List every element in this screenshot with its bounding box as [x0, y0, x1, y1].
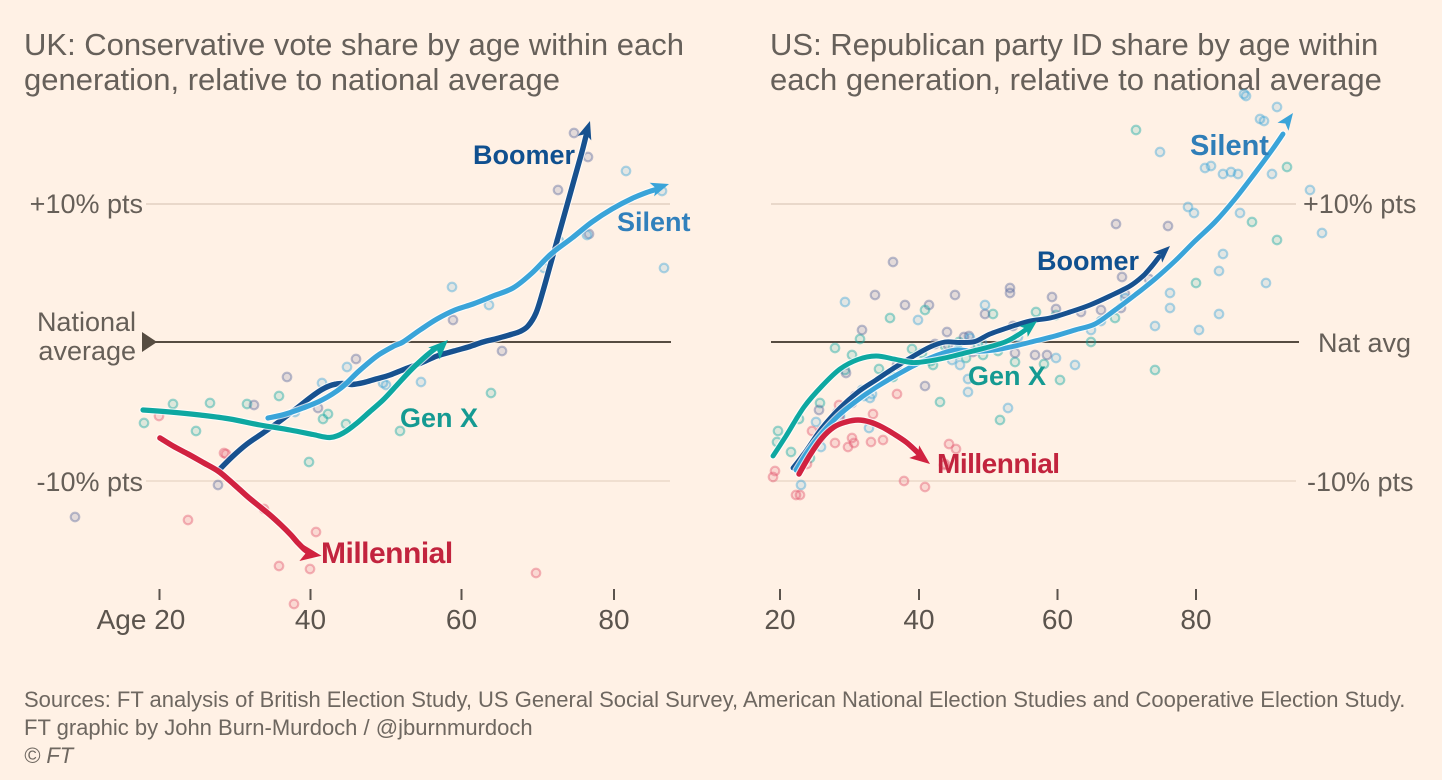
svg-text:Gen X: Gen X [968, 361, 1046, 391]
svg-text:Silent: Silent [1190, 130, 1269, 162]
svg-text:© FT: © FT [24, 743, 75, 768]
svg-text:Nat avg: Nat avg [1318, 328, 1411, 358]
svg-text:Silent: Silent [617, 207, 691, 237]
svg-text:Boomer: Boomer [473, 140, 576, 170]
svg-text:80: 80 [598, 604, 629, 635]
svg-text:National: National [37, 307, 136, 337]
svg-text:Gen X: Gen X [400, 403, 478, 433]
svg-text:UK: Conservative vote share by: UK: Conservative vote share by age withi… [24, 27, 684, 62]
svg-text:average: average [38, 336, 136, 366]
svg-text:60: 60 [1042, 604, 1073, 635]
svg-text:+10% pts: +10% pts [1303, 189, 1416, 219]
svg-text:60: 60 [446, 604, 477, 635]
svg-text:US: Republican party ID share: US: Republican party ID share by age wit… [770, 27, 1378, 62]
svg-text:generation, relative to nation: generation, relative to national average [24, 62, 560, 97]
svg-text:20: 20 [764, 604, 795, 635]
svg-text:40: 40 [295, 604, 326, 635]
svg-text:80: 80 [1180, 604, 1211, 635]
svg-text:FT graphic by John Burn-Murdoc: FT graphic by John Burn-Murdoch / @jburn… [24, 715, 533, 740]
svg-text:-10% pts: -10% pts [36, 467, 143, 497]
svg-text:each generation, relative to n: each generation, relative to national av… [770, 62, 1382, 97]
svg-text:Sources: FT analysis of Britis: Sources: FT analysis of British Election… [24, 687, 1405, 712]
svg-text:Millennial: Millennial [321, 537, 453, 570]
svg-text:+10% pts: +10% pts [30, 189, 143, 219]
svg-text:Age 20: Age 20 [97, 604, 186, 635]
svg-text:Boomer: Boomer [1037, 246, 1140, 276]
svg-text:40: 40 [903, 604, 934, 635]
svg-text:-10% pts: -10% pts [1307, 467, 1414, 497]
svg-text:Millennial: Millennial [937, 448, 1060, 479]
